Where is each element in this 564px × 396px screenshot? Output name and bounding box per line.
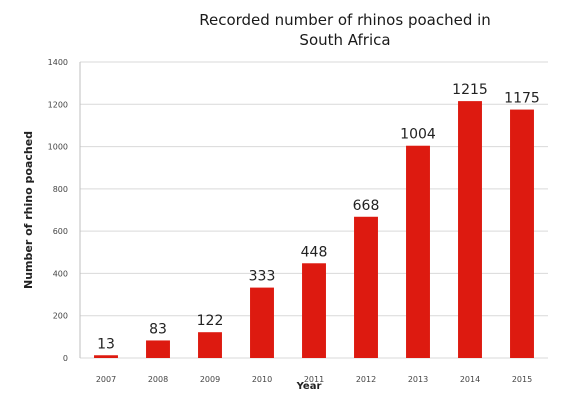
bar	[354, 216, 378, 358]
data-label: 333	[249, 269, 276, 285]
x-tick-label: 2014	[460, 375, 480, 384]
x-tick-label: 2015	[512, 375, 532, 384]
chart-title-line-2: South Africa	[299, 31, 391, 49]
bar	[302, 263, 326, 358]
chart-title-line-1: Recorded number of rhinos poached in	[199, 11, 491, 29]
x-tick-label: 2013	[408, 375, 428, 384]
data-label: 668	[353, 198, 380, 214]
y-tick-label: 800	[53, 185, 68, 194]
data-label: 13	[97, 336, 115, 352]
y-tick-label: 400	[53, 269, 68, 278]
x-tick-label: 2007	[96, 375, 116, 384]
y-tick-label: 1000	[48, 143, 68, 152]
bar	[458, 101, 482, 358]
bar	[146, 340, 170, 358]
data-label: 83	[149, 321, 167, 337]
x-tick-label: 2012	[356, 375, 376, 384]
x-tick-label: 2010	[252, 375, 272, 384]
bar	[250, 287, 274, 358]
data-label: 1004	[400, 127, 436, 143]
y-tick-label: 200	[53, 312, 68, 321]
bar	[198, 332, 222, 358]
x-tick-label: 2011	[304, 375, 324, 384]
bar	[406, 145, 430, 358]
y-tick-label: 0	[63, 354, 68, 363]
x-tick-label: 2009	[200, 375, 220, 384]
y-tick-label: 600	[53, 227, 68, 236]
bar	[510, 109, 534, 358]
y-tick-label: 1200	[48, 100, 68, 109]
data-label: 1215	[452, 82, 488, 98]
bar	[94, 355, 118, 358]
x-axis-title: Year	[296, 381, 322, 392]
data-label: 448	[301, 244, 328, 260]
y-tick-label: 1400	[48, 58, 68, 67]
data-label: 122	[197, 313, 224, 329]
data-label: 1175	[504, 91, 540, 107]
y-axis-title: Number of rhino poached	[22, 131, 35, 289]
x-tick-label: 2008	[148, 375, 168, 384]
